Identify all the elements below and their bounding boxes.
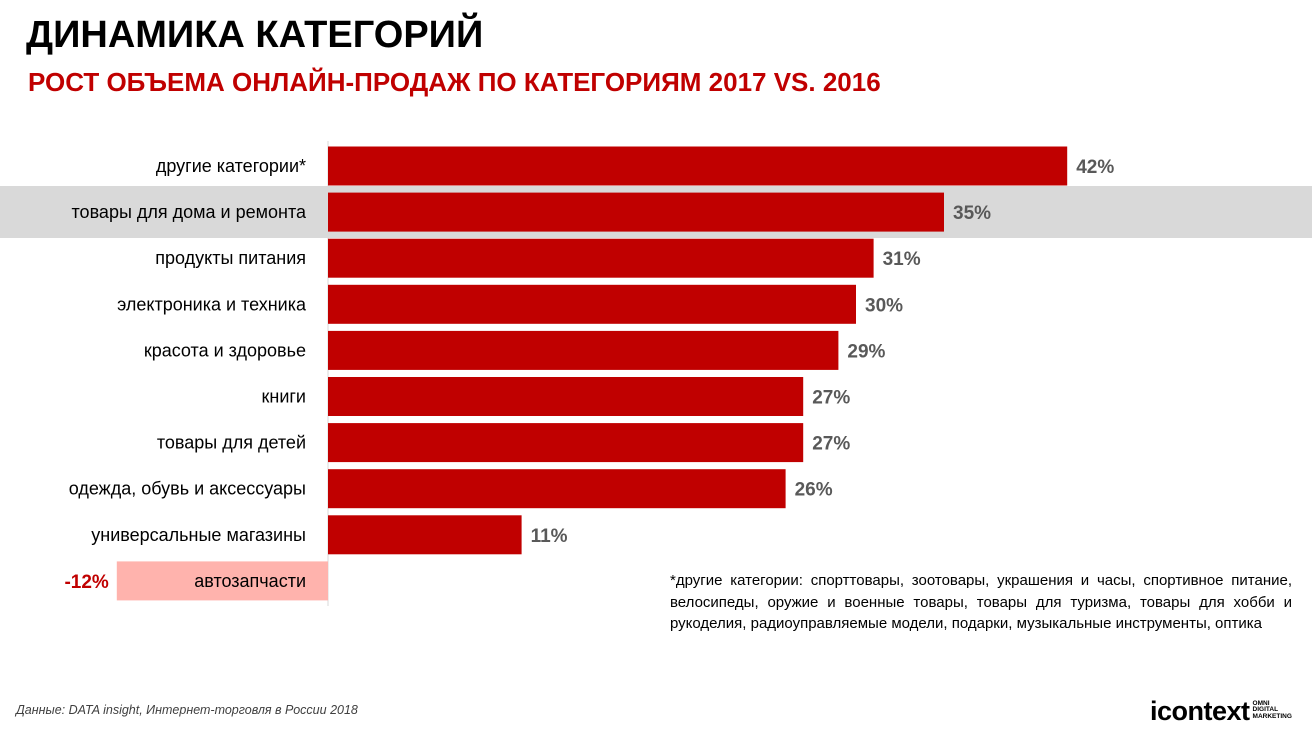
category-label: автозапчасти [194, 571, 306, 591]
source-note: Данные: DATA insight, Интернет-торговля … [16, 703, 358, 717]
category-label: книги [262, 387, 307, 407]
bar [328, 515, 522, 555]
category-label: универсальные магазины [91, 525, 306, 545]
page-subtitle: РОСТ ОБЪЕМА ОНЛАЙН-ПРОДАЖ ПО КАТЕГОРИЯМ … [28, 67, 881, 97]
category-label: другие категории* [156, 156, 306, 176]
bar [328, 330, 839, 370]
category-label: товары для дома и ремонта [72, 202, 307, 222]
category-label: товары для детей [157, 433, 306, 453]
footnote: *другие категории: спорттовары, зоотовар… [670, 572, 1292, 632]
bar [116, 561, 328, 601]
value-label: 31% [883, 249, 921, 270]
page-title: ДИНАМИКА КАТЕГОРИЙ [26, 14, 484, 56]
brand-logo: icontext OMNI DIGITAL MARKETING [1150, 693, 1292, 725]
bar [328, 146, 1068, 186]
bar [328, 238, 874, 278]
category-label: продукты питания [155, 248, 306, 268]
value-label: -12% [64, 572, 108, 593]
logo-tagline-line: DIGITAL [1252, 706, 1279, 713]
value-label: 26% [795, 480, 833, 501]
value-label: 29% [847, 341, 885, 362]
logo-wordmark: icontext [1150, 696, 1250, 726]
bar [328, 469, 786, 509]
bar [328, 377, 804, 416]
bar [328, 284, 856, 324]
category-label: электроника и техника [117, 294, 307, 314]
category-label: одежда, обувь и аксессуары [69, 479, 306, 499]
bar [328, 423, 804, 463]
value-label: 27% [812, 388, 850, 409]
value-label: 42% [1076, 157, 1114, 178]
logo-tagline: OMNI DIGITAL MARKETING [1252, 699, 1292, 721]
category-label: красота и здоровье [144, 340, 306, 360]
bar [328, 192, 944, 232]
logo-tagline-line: MARKETING [1252, 712, 1292, 720]
logo-tagline-line: OMNI [1252, 699, 1270, 707]
value-label: 30% [865, 295, 903, 316]
value-label: 11% [531, 526, 568, 547]
value-label: 35% [953, 203, 991, 224]
value-label: 27% [812, 434, 850, 455]
